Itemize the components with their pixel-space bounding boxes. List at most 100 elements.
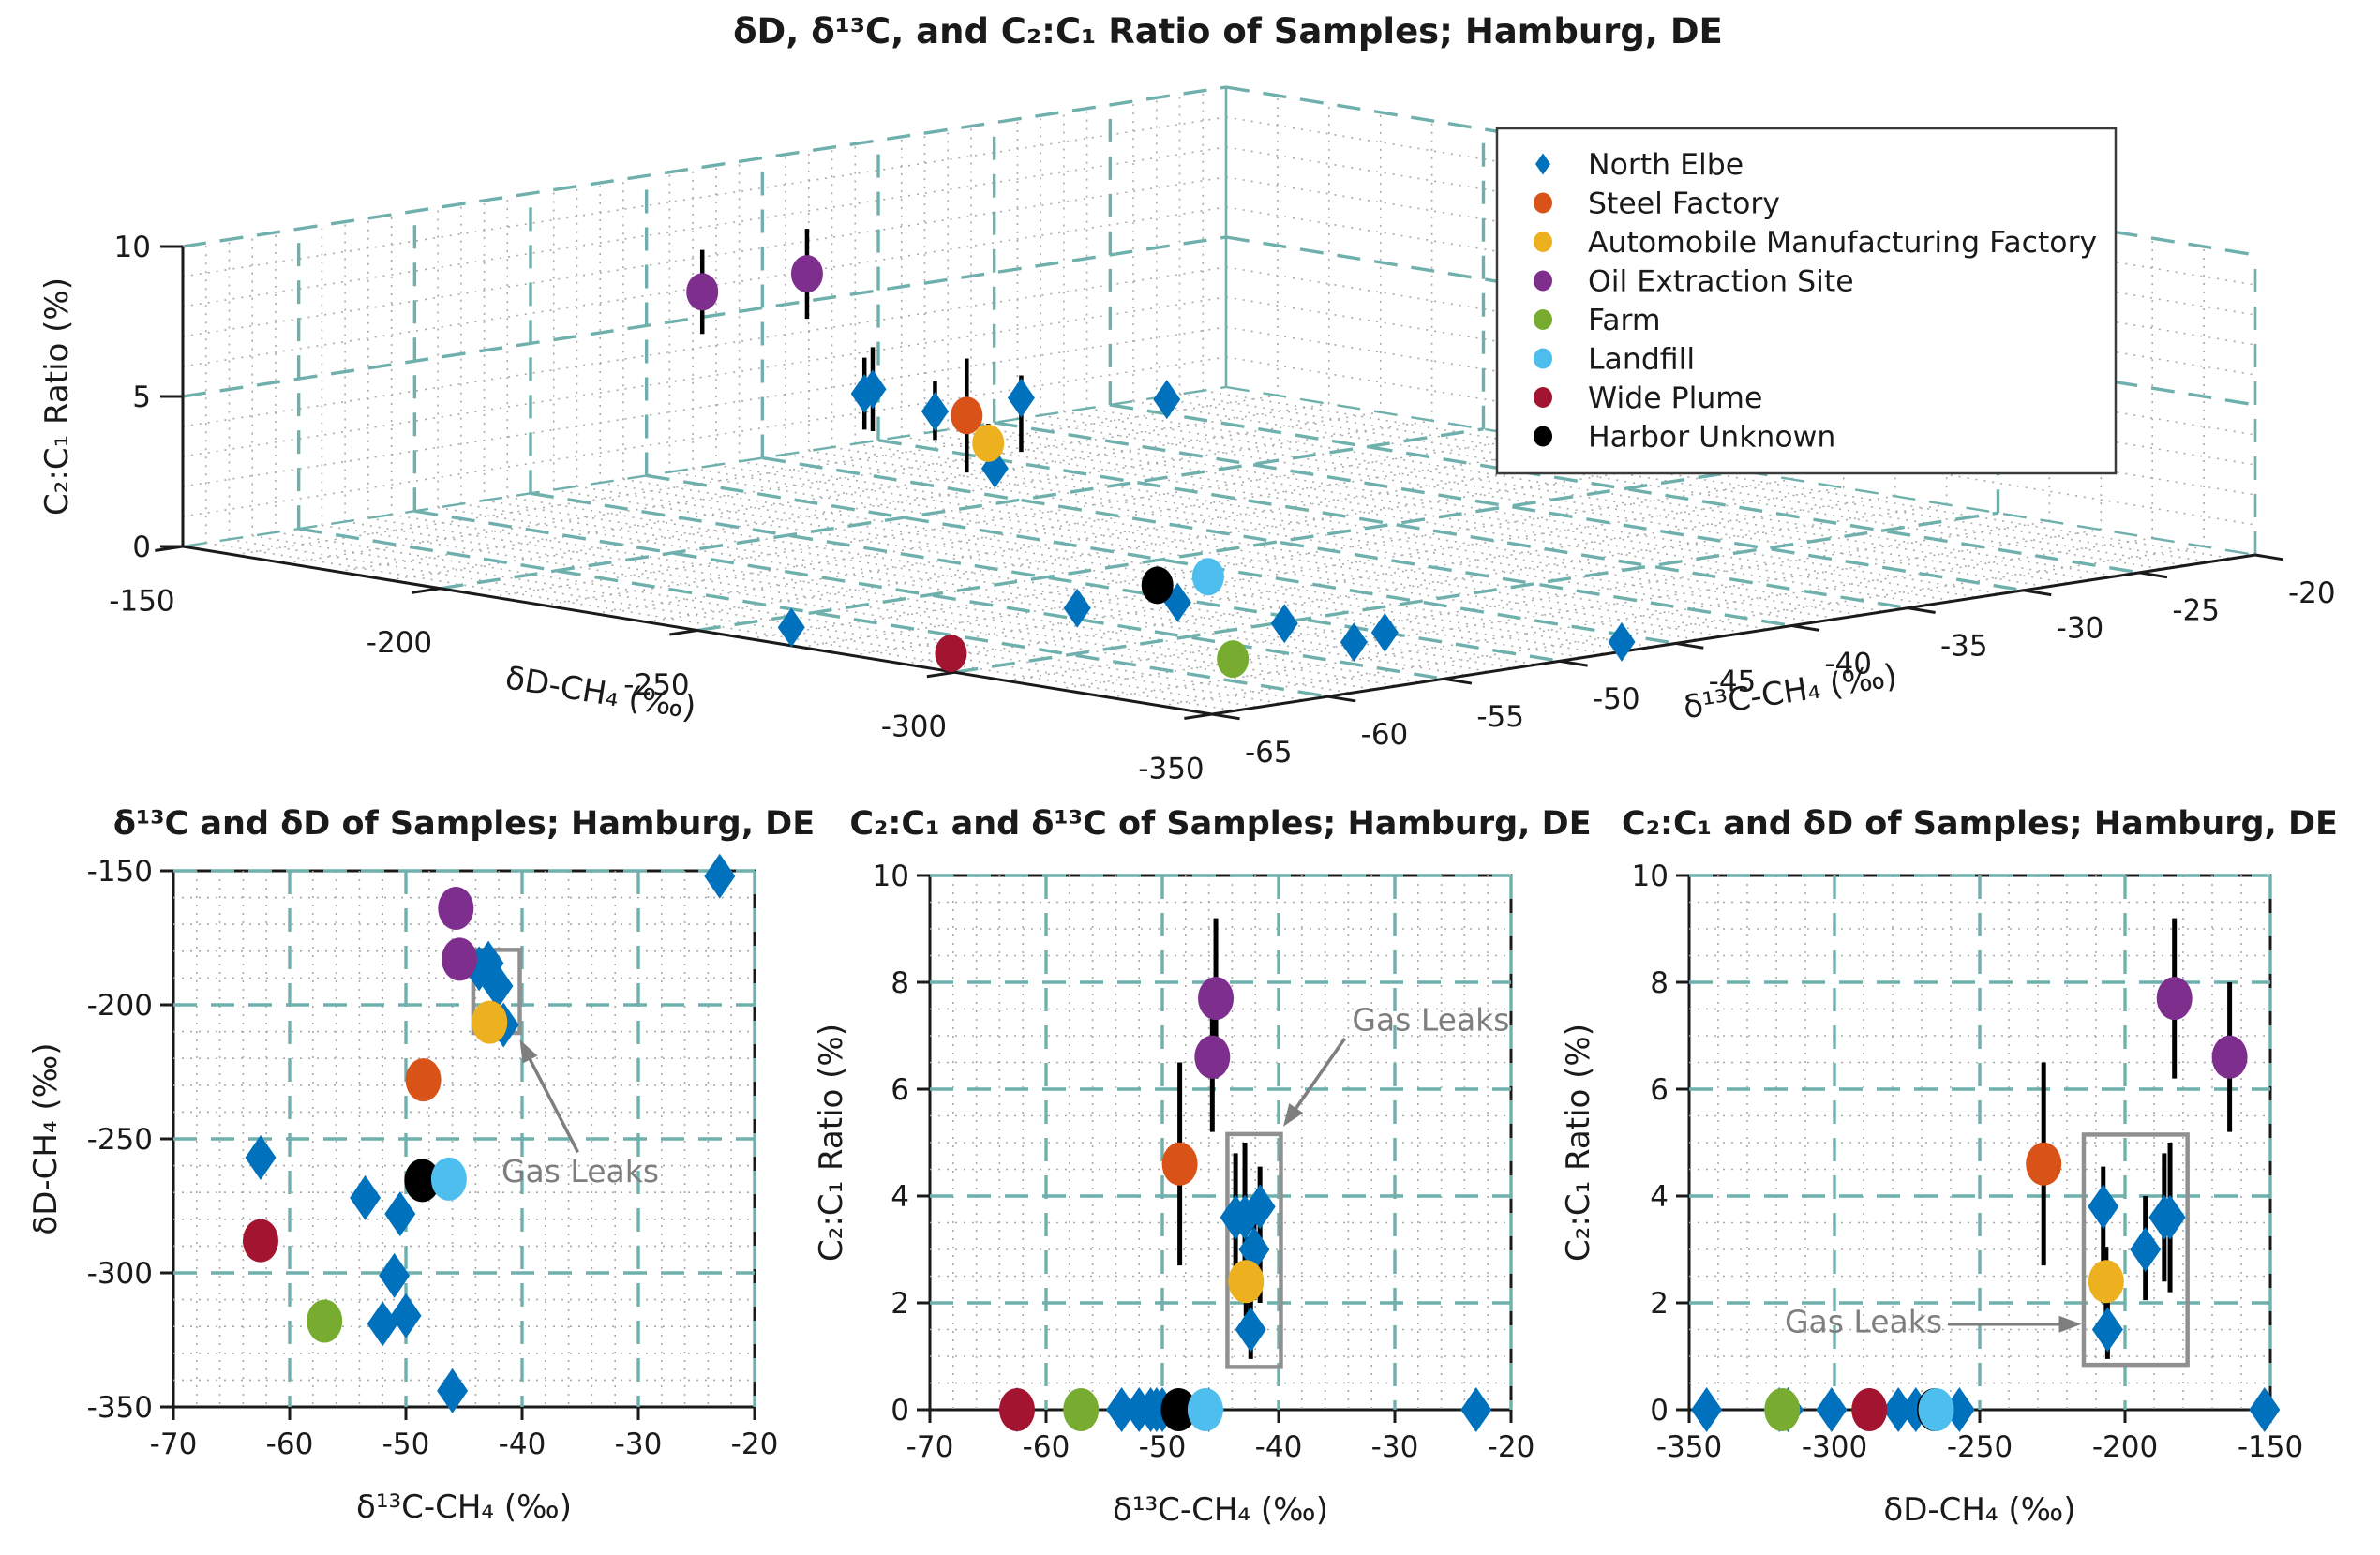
data-point-north-elbe: [1816, 1387, 1848, 1432]
data-point-north-elbe: [1007, 378, 1035, 418]
floor-major: [1110, 403, 2140, 575]
floor-major: [646, 473, 1676, 646]
x-tick-label: -30: [615, 1428, 663, 1461]
x-tick-label: -300: [881, 710, 947, 744]
legend-marker-6: [1534, 387, 1552, 408]
floor-minor: [252, 534, 1282, 705]
legend-item-label: Harbor Unknown: [1588, 421, 1835, 455]
floor-minor: [924, 432, 1954, 602]
data-point-north-elbe: [2091, 1307, 2123, 1353]
plot-3d-panel: -150-200-250-300-350 -65-60-55-50-45-40-3…: [38, 11, 2336, 785]
wall-minor: [182, 356, 1227, 517]
data-point-steel-factory: [951, 396, 983, 435]
x-axis-label: δD-CH₄ (‰): [1883, 1491, 2075, 1529]
data-point-harbor-unknown: [1141, 566, 1174, 605]
data-point-automobile-manufacturing-factory: [972, 424, 1005, 462]
data-point-steel-factory: [405, 1058, 442, 1102]
data-point-north-elbe: [437, 1368, 469, 1413]
legend-marker-0: [1535, 153, 1550, 175]
x-tick-label: -70: [906, 1430, 954, 1464]
data-point-north-elbe: [1943, 1387, 1975, 1432]
data-point-north-elbe: [921, 391, 949, 431]
data-point-north-elbe: [1691, 1387, 1723, 1432]
floor-minor: [576, 485, 1607, 655]
x-tick-label: -200: [367, 626, 432, 660]
data-point-farm: [1764, 1388, 1801, 1431]
plot-3d-title: δD, δ¹³C, and C₂:C₁ Ratio of Samples; Ha…: [733, 11, 1723, 52]
floor-major: [298, 527, 1328, 698]
y-tick-label: 0: [1650, 1394, 1669, 1428]
data-point-north-elbe: [1882, 1387, 1914, 1432]
x-tick-label: -30: [1371, 1430, 1419, 1464]
box-edge: [182, 385, 1227, 548]
floor-minor: [1156, 396, 2186, 567]
y-tick-3d: [2254, 553, 2283, 561]
floor-minor: [785, 453, 1816, 623]
floor-major: [877, 438, 1908, 610]
data-point-north-elbe: [384, 1191, 416, 1237]
data-point-north-elbe: [379, 1252, 411, 1298]
floor-minor: [1086, 407, 2117, 577]
data-point-oil-extraction-site: [2211, 1035, 2248, 1079]
y-axis-label: C₂:C₁ Ratio (%): [813, 1024, 850, 1262]
x-tick-label: -350: [1656, 1430, 1722, 1464]
floor-minor: [391, 514, 1421, 683]
y-tick-3d: [1211, 712, 1240, 721]
data-point-north-elbe: [367, 1301, 398, 1347]
floor-minor: [1160, 546, 2205, 707]
floor-minor: [808, 450, 1838, 620]
y-tick-label: -50: [1593, 682, 1640, 716]
floor-minor: [831, 446, 1862, 617]
legend-marker-4: [1534, 309, 1552, 330]
y-tick-3d: [1559, 659, 1588, 667]
gas-leaks-arrowhead: [1282, 1103, 1304, 1127]
floor-minor: [970, 425, 2001, 595]
data-point-north-elbe: [350, 1174, 382, 1220]
data-point-landfill: [1191, 558, 1224, 596]
gas-leaks-box: [1225, 1131, 1283, 1369]
data-point-oil-extraction-site: [442, 937, 478, 981]
plot-border: [928, 874, 1513, 1412]
x-tick-label: -50: [382, 1428, 430, 1461]
floor-minor: [1179, 393, 2209, 563]
data-point-north-elbe: [777, 607, 805, 648]
legend-item-label: Wide Plume: [1588, 381, 1762, 415]
wall-minor: [182, 296, 1227, 457]
y-axis-label: C₂:C₁ Ratio (%): [1560, 1024, 1597, 1262]
gas-leaks-arrow: [1290, 1037, 1347, 1115]
floor-minor: [205, 542, 1235, 712]
z-axis-label: C₂:C₁ Ratio (%): [38, 277, 76, 516]
floor-minor: [345, 520, 1375, 691]
data-point-north-elbe: [1340, 622, 1368, 663]
data-point-north-elbe: [1063, 588, 1091, 628]
data-point-automobile-manufacturing-factory: [472, 1000, 508, 1044]
x-tick-label: -150: [109, 584, 174, 618]
y-tick-label: 10: [1632, 860, 1669, 893]
legend-item-label: North Elbe: [1588, 148, 1744, 182]
y-tick-label: 0: [891, 1394, 909, 1428]
data-point-wide-plume: [935, 635, 967, 673]
x-tick-3d: [1184, 712, 1213, 721]
data-point-oil-extraction-site: [686, 273, 719, 311]
plot-ratio-vs-dd-panel: -350 -300 -250 -200 -150 0 2 4 6 8 10 C₂:C₁ and δD …: [1560, 805, 2338, 1529]
y-tick-label: -250: [87, 1123, 153, 1157]
box-edge: [1225, 385, 2256, 557]
floor-minor: [715, 464, 1745, 634]
legend-box: [1495, 127, 2118, 475]
z-tick-label: 5: [132, 381, 151, 414]
x-tick-label: -250: [623, 668, 689, 702]
y-tick-3d: [1444, 677, 1473, 685]
floor-minor: [600, 482, 1630, 651]
x-tick-label: -20: [1488, 1430, 1535, 1464]
gas-leaks-annotation: Gas Leaks: [1352, 1001, 1509, 1038]
data-point-north-elbe: [1900, 1387, 1932, 1432]
data-point-farm: [1217, 640, 1250, 679]
floor-minor: [460, 502, 1490, 673]
gas-leaks-arrowhead: [2058, 1315, 2082, 1333]
y-tick-label: -65: [1245, 736, 1293, 770]
x-tick-label: -20: [731, 1428, 779, 1461]
x-tick-3d: [669, 629, 698, 636]
plot-title: C₂:C₁ and δ¹³C of Samples; Hamburg, DE: [849, 805, 1591, 843]
x-tick-label: -150: [2238, 1430, 2303, 1464]
